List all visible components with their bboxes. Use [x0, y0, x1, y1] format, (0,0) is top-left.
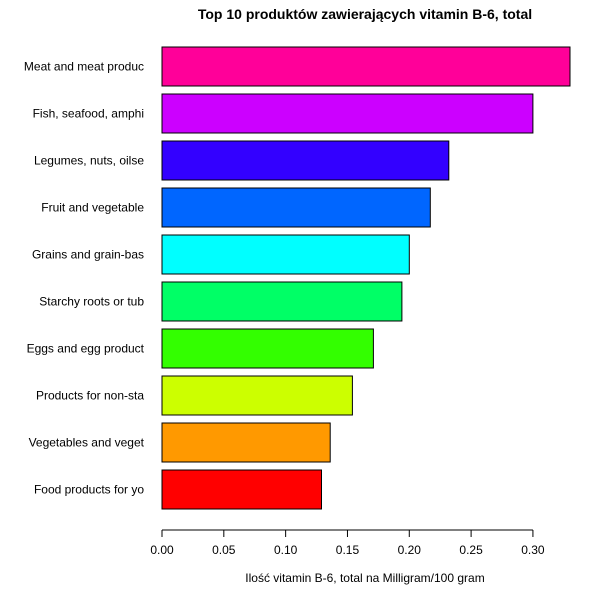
x-tick-label-5: 0.25 — [459, 543, 483, 557]
category-label-9: Vegetables and veget — [29, 436, 145, 450]
bars-group — [161, 46, 571, 510]
category-label-2: Fish, seafood, amphi — [33, 107, 144, 121]
x-tick-label-0: 0.00 — [150, 543, 174, 557]
bar-5 — [161, 234, 410, 275]
category-label-10: Food products for yo — [34, 483, 144, 497]
category-label-5: Grains and grain-bas — [32, 248, 144, 262]
x-tick-label-3: 0.15 — [336, 543, 360, 557]
category-label-3: Legumes, nuts, oilse — [34, 154, 144, 168]
bar-6 — [161, 281, 403, 322]
x-axis-title: Ilość vitamin B-6, total na Milligram/10… — [245, 571, 484, 585]
category-label-4: Fruit and vegetable — [41, 201, 144, 215]
bar-10 — [161, 469, 322, 510]
x-tick-label-6: 0.30 — [521, 543, 545, 557]
x-tick-label-2: 0.10 — [274, 543, 298, 557]
category-label-7: Eggs and egg product — [27, 342, 145, 356]
x-axis: 0.00 0.05 0.10 0.15 0.20 0.25 0.30 — [150, 529, 545, 557]
category-label-8: Products for non-sta — [36, 389, 144, 403]
category-labels: Meat and meat produc Fish, seafood, amphi… — [24, 60, 145, 497]
category-label-1: Meat and meat produc — [24, 60, 144, 74]
chart-title: Top 10 produktów zawierających vitamin B… — [198, 6, 532, 22]
bar-8 — [161, 375, 353, 416]
bar-4 — [161, 187, 431, 228]
bar-3 — [161, 140, 450, 181]
x-tick-label-4: 0.20 — [398, 543, 422, 557]
x-tick-label-1: 0.05 — [212, 543, 236, 557]
category-label-6: Starchy roots or tub — [39, 295, 144, 309]
bar-9 — [161, 422, 331, 463]
bar-2 — [161, 93, 534, 134]
bar-1 — [161, 46, 571, 87]
bar-7 — [161, 328, 374, 369]
